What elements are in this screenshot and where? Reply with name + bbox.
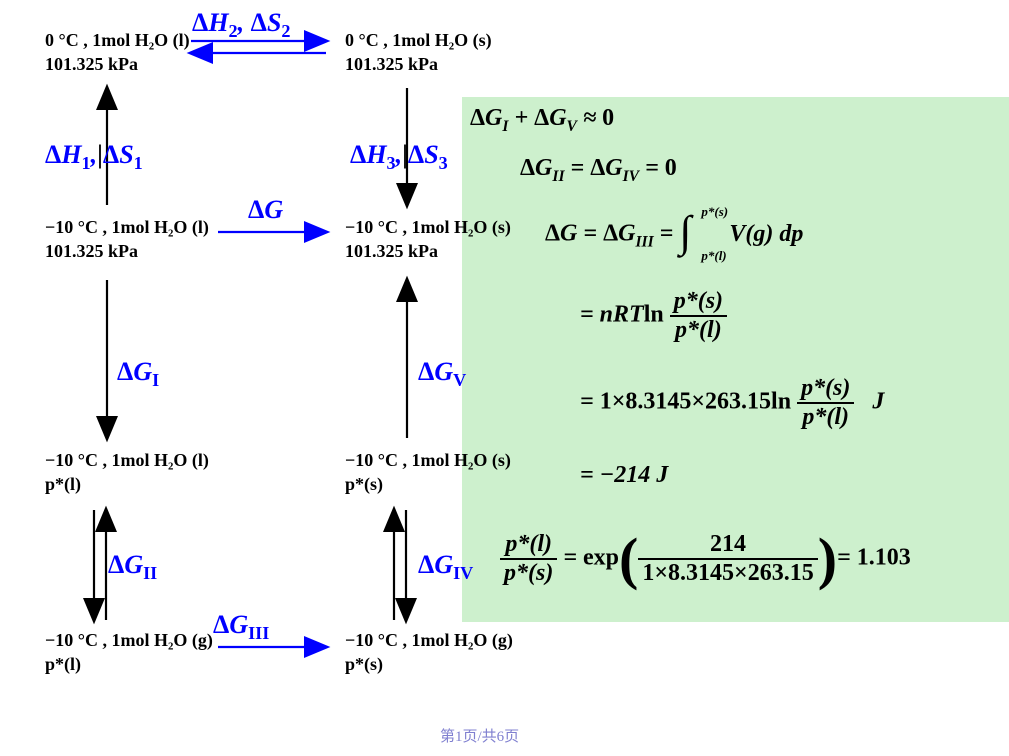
label-dh1-ds1: ΔH1,|ΔS1 — [45, 140, 143, 174]
eq-result: = −214 J — [580, 462, 668, 489]
integral-icon: ∫ p*(s) p*(l) — [679, 210, 691, 260]
label-dg: ΔG — [248, 195, 283, 225]
unit-J: J — [872, 389, 884, 415]
label-dh3-ds3: ΔH3,|ΔS3 — [350, 140, 448, 174]
int-ub: p*(s) — [701, 204, 728, 220]
diagram-stage: 0 °C , 1mol H₂O (l) 101.325 kPa 0 °C , 1… — [0, 0, 1009, 756]
int-lb: p*(l) — [701, 248, 726, 264]
eq-ratio: p*(l)p*(s) = exp(2141×8.3145×263.15)= 1.… — [500, 530, 911, 588]
label-dg5: ΔGV — [418, 357, 466, 391]
frac-num: p*(s) — [670, 288, 727, 315]
eq-dgII-dgIV: ΔGII = ΔGIV = 0 — [520, 155, 677, 186]
label-dg1: ΔGI — [117, 357, 159, 391]
eq-nrtln: = nRTln p*(s)p*(l) — [580, 288, 727, 344]
frac-num: p*(l) — [500, 531, 557, 558]
frac-num: 214 — [638, 531, 817, 558]
label-dg3: ΔGIII — [213, 610, 269, 644]
label-dg4: ΔGIV — [418, 550, 473, 584]
eq-numeric: = 1×8.3145×263.15ln p*(s)p*(l) J — [580, 375, 884, 431]
frac-den: 1×8.3145×263.15 — [638, 558, 817, 587]
frac-den: p*(s) — [500, 558, 557, 587]
frac-num: p*(s) — [797, 375, 854, 402]
label-dg2: ΔGII — [108, 550, 157, 584]
label-dh2-ds2: ΔH2, ΔS2 — [192, 8, 291, 42]
frac-den: p*(l) — [670, 315, 727, 344]
frac-den: p*(l) — [797, 402, 854, 431]
eq-dgI-dgV: ΔGI + ΔGV ≈ 0 — [470, 105, 614, 136]
eq-dg-integral: ΔG = ΔGIII = ∫ p*(s) p*(l) V(g) dp — [545, 210, 803, 260]
page-footer: 第1页/共6页 — [440, 725, 519, 746]
